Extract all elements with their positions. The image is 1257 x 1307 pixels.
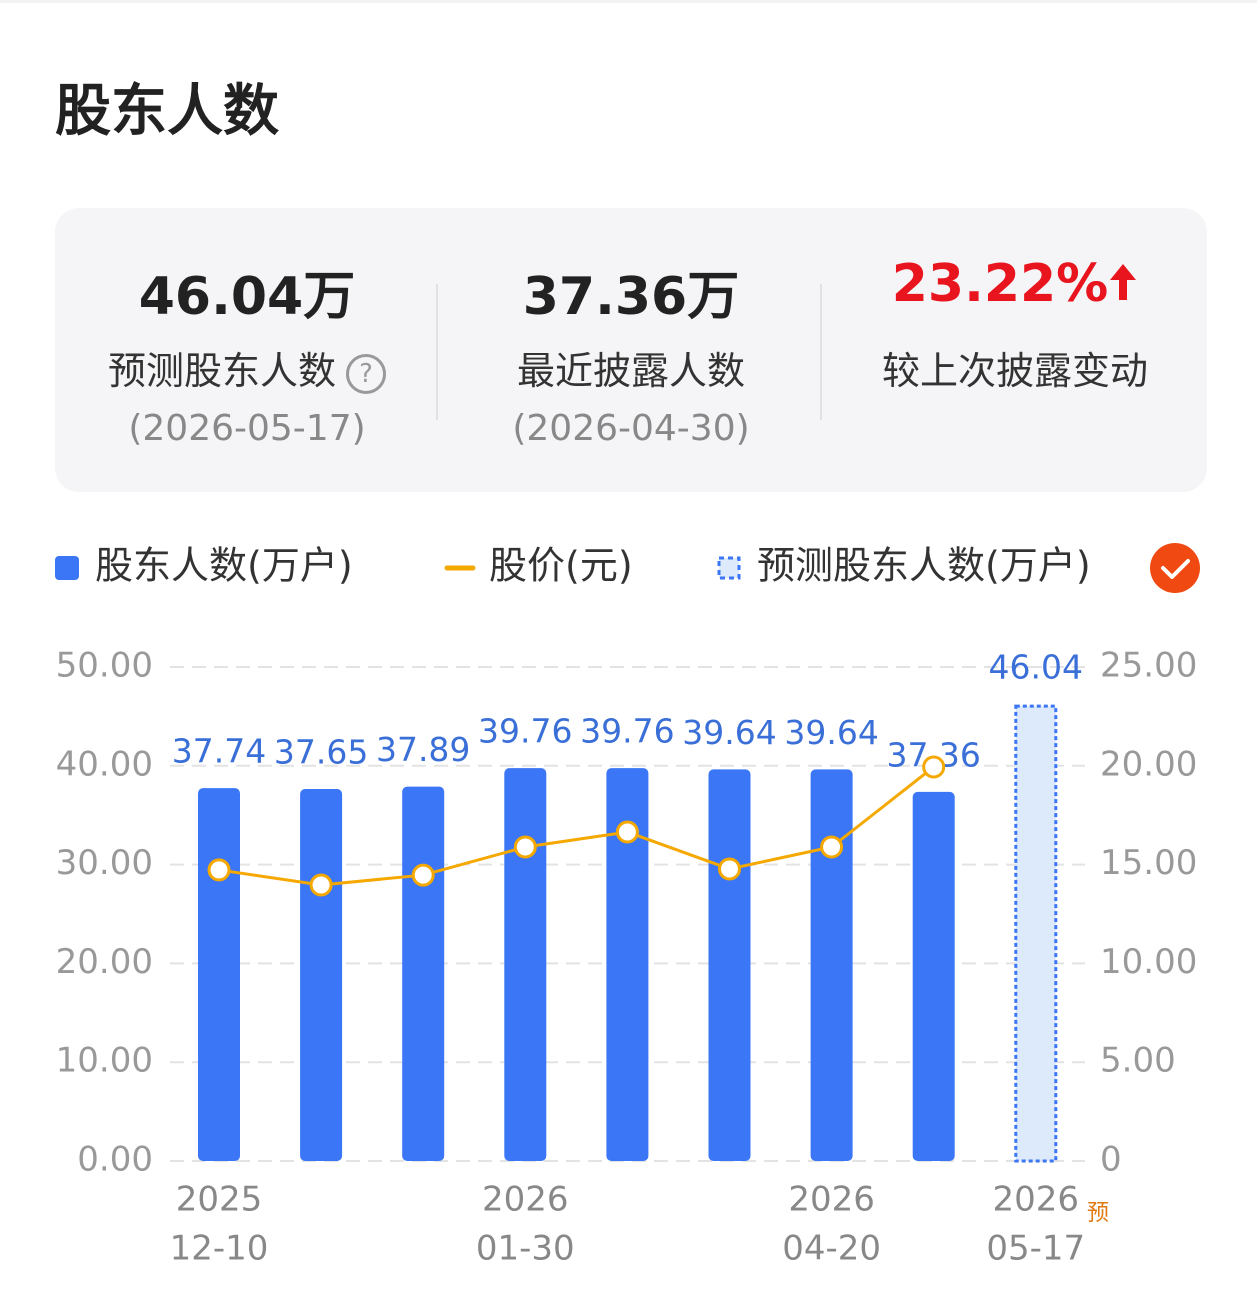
- x-tick-label: 2026: [993, 1180, 1080, 1220]
- price-point: [513, 835, 537, 859]
- y-tick-label: 20.00: [56, 942, 153, 982]
- x-tick-label: 05-17: [986, 1229, 1085, 1269]
- summary-label-row: 预测股东人数?: [55, 340, 439, 395]
- y2-tick-label: 15.00: [1100, 843, 1197, 883]
- summary-card: 46.04万 预测股东人数? (2026-05-17) 37.36万 最近披露人…: [55, 208, 1207, 492]
- summary-date: (2026-04-30): [512, 408, 750, 449]
- data-label: 39.64: [784, 713, 878, 752]
- divider: [820, 284, 822, 420]
- toggle-check[interactable]: [1150, 543, 1200, 593]
- price-point: [820, 835, 844, 859]
- divider: [436, 284, 438, 420]
- bar: [300, 789, 343, 1161]
- bar: [912, 791, 955, 1161]
- y2-tick-label: 25.00: [1100, 646, 1197, 686]
- price-point: [207, 858, 231, 882]
- price-point: [718, 857, 741, 881]
- data-label: 46.04: [989, 648, 1083, 687]
- price-line: [218, 765, 935, 887]
- top-border: [0, 0, 1257, 3]
- summary-item: 37.36万 最近披露人数 (2026-04-30): [439, 208, 823, 492]
- data-label: 39.76: [580, 712, 674, 751]
- y2-tick-label: 20.00: [1100, 744, 1197, 784]
- legend-label: 股东人数(万户): [95, 544, 353, 588]
- price-point: [615, 820, 639, 844]
- bar: [708, 769, 751, 1161]
- summary-label: 预测股东人数: [107, 349, 336, 393]
- y2-tick-label: 10.00: [1100, 942, 1197, 982]
- bar: [402, 786, 445, 1161]
- forecast-marker: 预: [1087, 1201, 1109, 1226]
- summary-value-row: 23.22%: [823, 254, 1207, 314]
- x-tick-label: 2025: [176, 1180, 263, 1220]
- price-point: [922, 755, 946, 779]
- y2-tick-label: 5.00: [1100, 1041, 1176, 1081]
- bar: [198, 788, 240, 1161]
- summary-item: 23.22% 较上次披露变动: [823, 208, 1207, 492]
- x-tick-label: 01-30: [476, 1229, 575, 1269]
- help-icon[interactable]: ?: [346, 353, 386, 394]
- y2-tick-label: 0: [1100, 1140, 1122, 1180]
- summary-date: (2026-05-17): [128, 408, 366, 449]
- legend-swatch: [717, 556, 741, 580]
- summary-label: 最近披露人数: [516, 349, 745, 393]
- chart: 0.00 10.00 20.00 30.00 40.00 50.00 0 5.00 10.00 1…: [55, 543, 1200, 1269]
- bar: [606, 768, 649, 1161]
- y-tick-label: 50.00: [56, 646, 153, 686]
- summary-item: 46.04万 预测股东人数? (2026-05-17): [55, 208, 439, 492]
- up-arrow-icon: [1110, 264, 1137, 300]
- data-label: 37.74: [172, 732, 266, 771]
- summary-value: 37.36万: [522, 267, 740, 327]
- price-point: [411, 863, 435, 887]
- price-point: [309, 873, 333, 897]
- y-tick-label: 40.00: [56, 744, 153, 784]
- legend-label: 预测股东人数(万户): [757, 544, 1091, 588]
- bar: [504, 768, 547, 1161]
- summary-label: 较上次披露变动: [881, 349, 1148, 393]
- x-tick-label: 04-20: [782, 1229, 881, 1269]
- forecast-bar: [1014, 704, 1058, 1163]
- y-tick-label: 30.00: [56, 843, 153, 883]
- x-tick-label: 2026: [482, 1180, 569, 1220]
- bar: [810, 769, 853, 1161]
- legend-label: 股价(元): [489, 544, 633, 588]
- summary-value: 46.04万: [138, 267, 356, 327]
- x-tick-label: 12-10: [170, 1229, 269, 1269]
- data-label: 37.65: [274, 733, 368, 772]
- summary-value: 23.22%: [891, 254, 1109, 314]
- x-tick-label: 2026: [788, 1180, 875, 1220]
- page-title: 股东人数: [55, 79, 279, 144]
- legend-swatch: [55, 556, 79, 580]
- y-tick-label: 0.00: [77, 1140, 153, 1180]
- y-tick-label: 10.00: [56, 1041, 153, 1081]
- data-label: 37.89: [376, 730, 470, 769]
- data-label: 39.64: [682, 713, 776, 752]
- check-mark: [1161, 559, 1190, 579]
- data-label: 39.76: [478, 712, 572, 751]
